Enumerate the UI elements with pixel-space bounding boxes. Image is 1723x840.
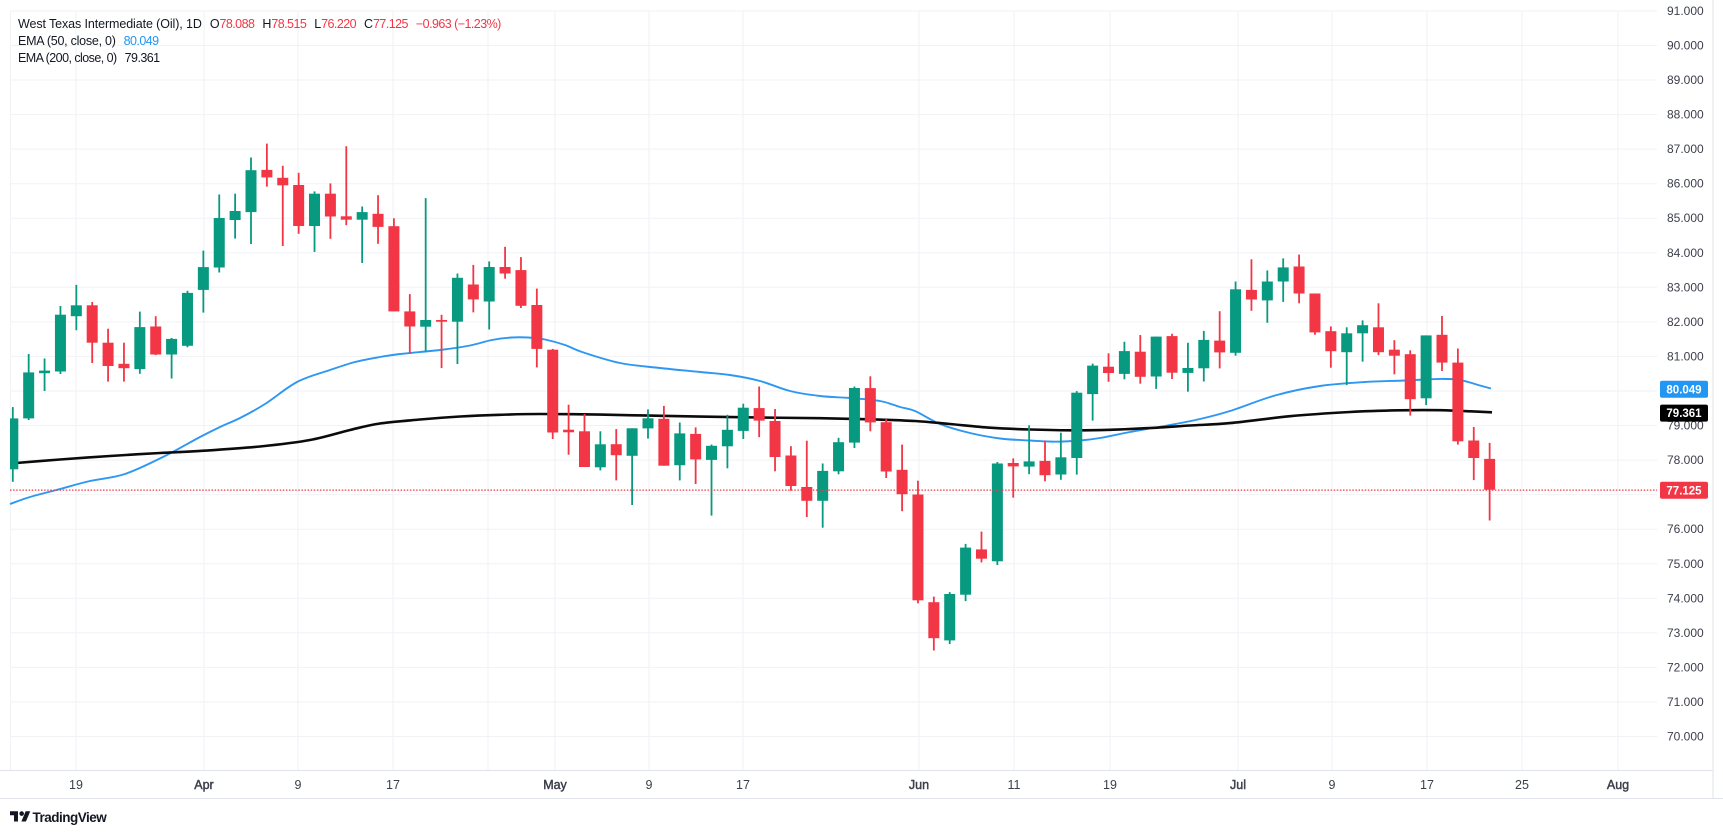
svg-text:17: 17: [386, 778, 400, 792]
svg-text:89.000: 89.000: [1667, 73, 1704, 87]
svg-text:85.000: 85.000: [1667, 211, 1704, 225]
svg-text:Aug: Aug: [1607, 778, 1629, 792]
svg-text:80.049: 80.049: [1666, 384, 1701, 396]
svg-text:71.000: 71.000: [1667, 695, 1704, 709]
svg-text:78.000: 78.000: [1667, 453, 1704, 467]
svg-text:84.000: 84.000: [1667, 246, 1704, 260]
svg-text:77.125: 77.125: [1666, 485, 1702, 497]
svg-text:83.000: 83.000: [1667, 280, 1704, 294]
svg-text:25: 25: [1515, 778, 1529, 792]
svg-text:17: 17: [1420, 778, 1434, 792]
svg-text:75.000: 75.000: [1667, 557, 1704, 571]
svg-text:74.000: 74.000: [1667, 591, 1704, 605]
svg-text:19: 19: [1103, 778, 1117, 792]
svg-text:86.000: 86.000: [1667, 177, 1704, 191]
svg-text:9: 9: [1329, 778, 1336, 792]
svg-text:76.000: 76.000: [1667, 522, 1704, 536]
svg-text:Jul: Jul: [1230, 778, 1246, 792]
svg-text:19: 19: [69, 778, 83, 792]
svg-text:17: 17: [736, 778, 750, 792]
svg-text:91.000: 91.000: [1667, 4, 1704, 18]
svg-text:82.000: 82.000: [1667, 315, 1704, 329]
svg-text:81.000: 81.000: [1667, 349, 1704, 363]
svg-text:79.000: 79.000: [1667, 419, 1704, 433]
svg-text:79.361: 79.361: [1666, 408, 1702, 420]
svg-text:70.000: 70.000: [1667, 730, 1704, 744]
svg-text:90.000: 90.000: [1667, 39, 1704, 53]
svg-text:Apr: Apr: [194, 778, 213, 792]
svg-text:88.000: 88.000: [1667, 108, 1704, 122]
svg-text:9: 9: [646, 778, 653, 792]
svg-text:73.000: 73.000: [1667, 626, 1704, 640]
svg-text:11: 11: [1008, 778, 1021, 792]
svg-text:9: 9: [295, 778, 302, 792]
svg-text:87.000: 87.000: [1667, 142, 1704, 156]
svg-text:72.000: 72.000: [1667, 660, 1704, 674]
svg-text:May: May: [543, 778, 567, 792]
svg-text:Jun: Jun: [909, 778, 929, 792]
